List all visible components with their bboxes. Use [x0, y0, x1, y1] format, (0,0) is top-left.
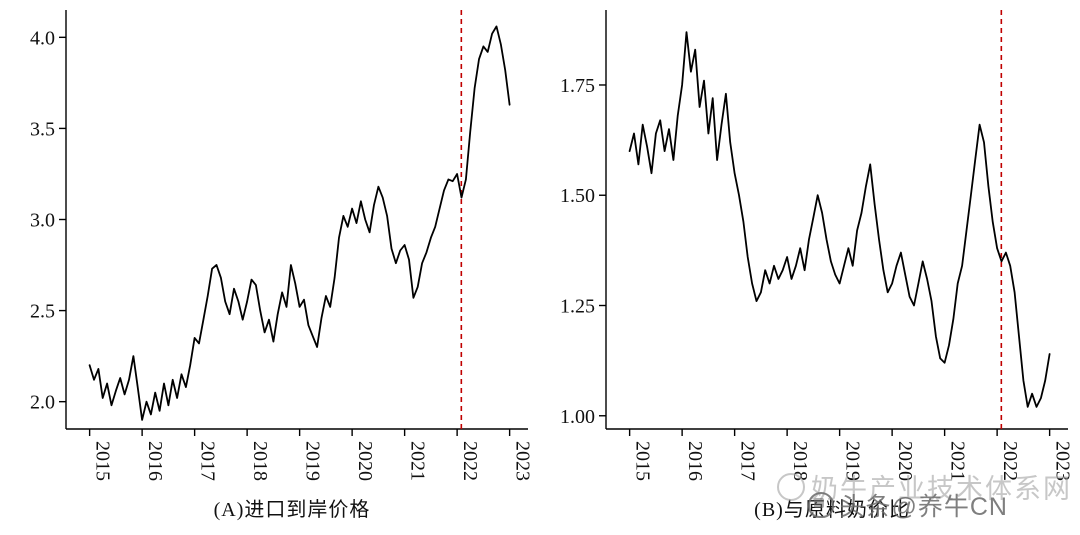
svg-text:2015: 2015: [92, 441, 114, 481]
panel-a: 2.0 2.5 3.0 3.5 4.0 2015 2016 2017 2018 2019 2020 2…: [30, 10, 534, 521]
svg-text:2017: 2017: [737, 441, 759, 481]
svg-text:3.5: 3.5: [30, 118, 55, 140]
panel-a-chart: 2.0 2.5 3.0 3.5 4.0 2015 2016 2017 2018 2019 2020 2…: [30, 10, 534, 481]
svg-text:2020: 2020: [354, 441, 376, 481]
svg-text:2018: 2018: [789, 441, 811, 481]
svg-text:2022: 2022: [999, 441, 1021, 481]
svg-text:2016: 2016: [684, 441, 706, 481]
svg-text:3.0: 3.0: [30, 210, 55, 232]
svg-text:2019: 2019: [842, 441, 864, 481]
svg-text:2019: 2019: [302, 441, 324, 481]
panel-a-caption: (A)进口到岸价格: [213, 499, 371, 521]
svg-text:1.00: 1.00: [560, 406, 595, 428]
svg-text:4.0: 4.0: [30, 27, 55, 49]
svg-text:1.50: 1.50: [560, 185, 595, 207]
svg-text:2018: 2018: [249, 441, 271, 481]
svg-text:2022: 2022: [459, 441, 481, 481]
svg-text:2016: 2016: [144, 441, 166, 481]
svg-text:1.25: 1.25: [560, 296, 595, 318]
svg-text:2.0: 2.0: [30, 392, 55, 414]
svg-text:2023: 2023: [512, 441, 534, 481]
panel-b-caption: (B)与原料奶价比: [754, 499, 910, 521]
svg-text:2015: 2015: [632, 441, 654, 481]
svg-text:2023: 2023: [1052, 441, 1074, 481]
panel-b-chart: 1.00 1.25 1.50 1.75 2015 2016 2017 2018 2019 2020…: [560, 10, 1074, 481]
svg-text:2017: 2017: [197, 441, 219, 481]
svg-text:2021: 2021: [407, 441, 429, 481]
svg-text:2021: 2021: [947, 441, 969, 481]
svg-text:2020: 2020: [894, 441, 916, 481]
svg-text:2.5: 2.5: [30, 301, 55, 323]
panel-b: 1.00 1.25 1.50 1.75 2015 2016 2017 2018 2019 2020…: [540, 0, 1080, 535]
svg-text:1.75: 1.75: [560, 75, 595, 97]
